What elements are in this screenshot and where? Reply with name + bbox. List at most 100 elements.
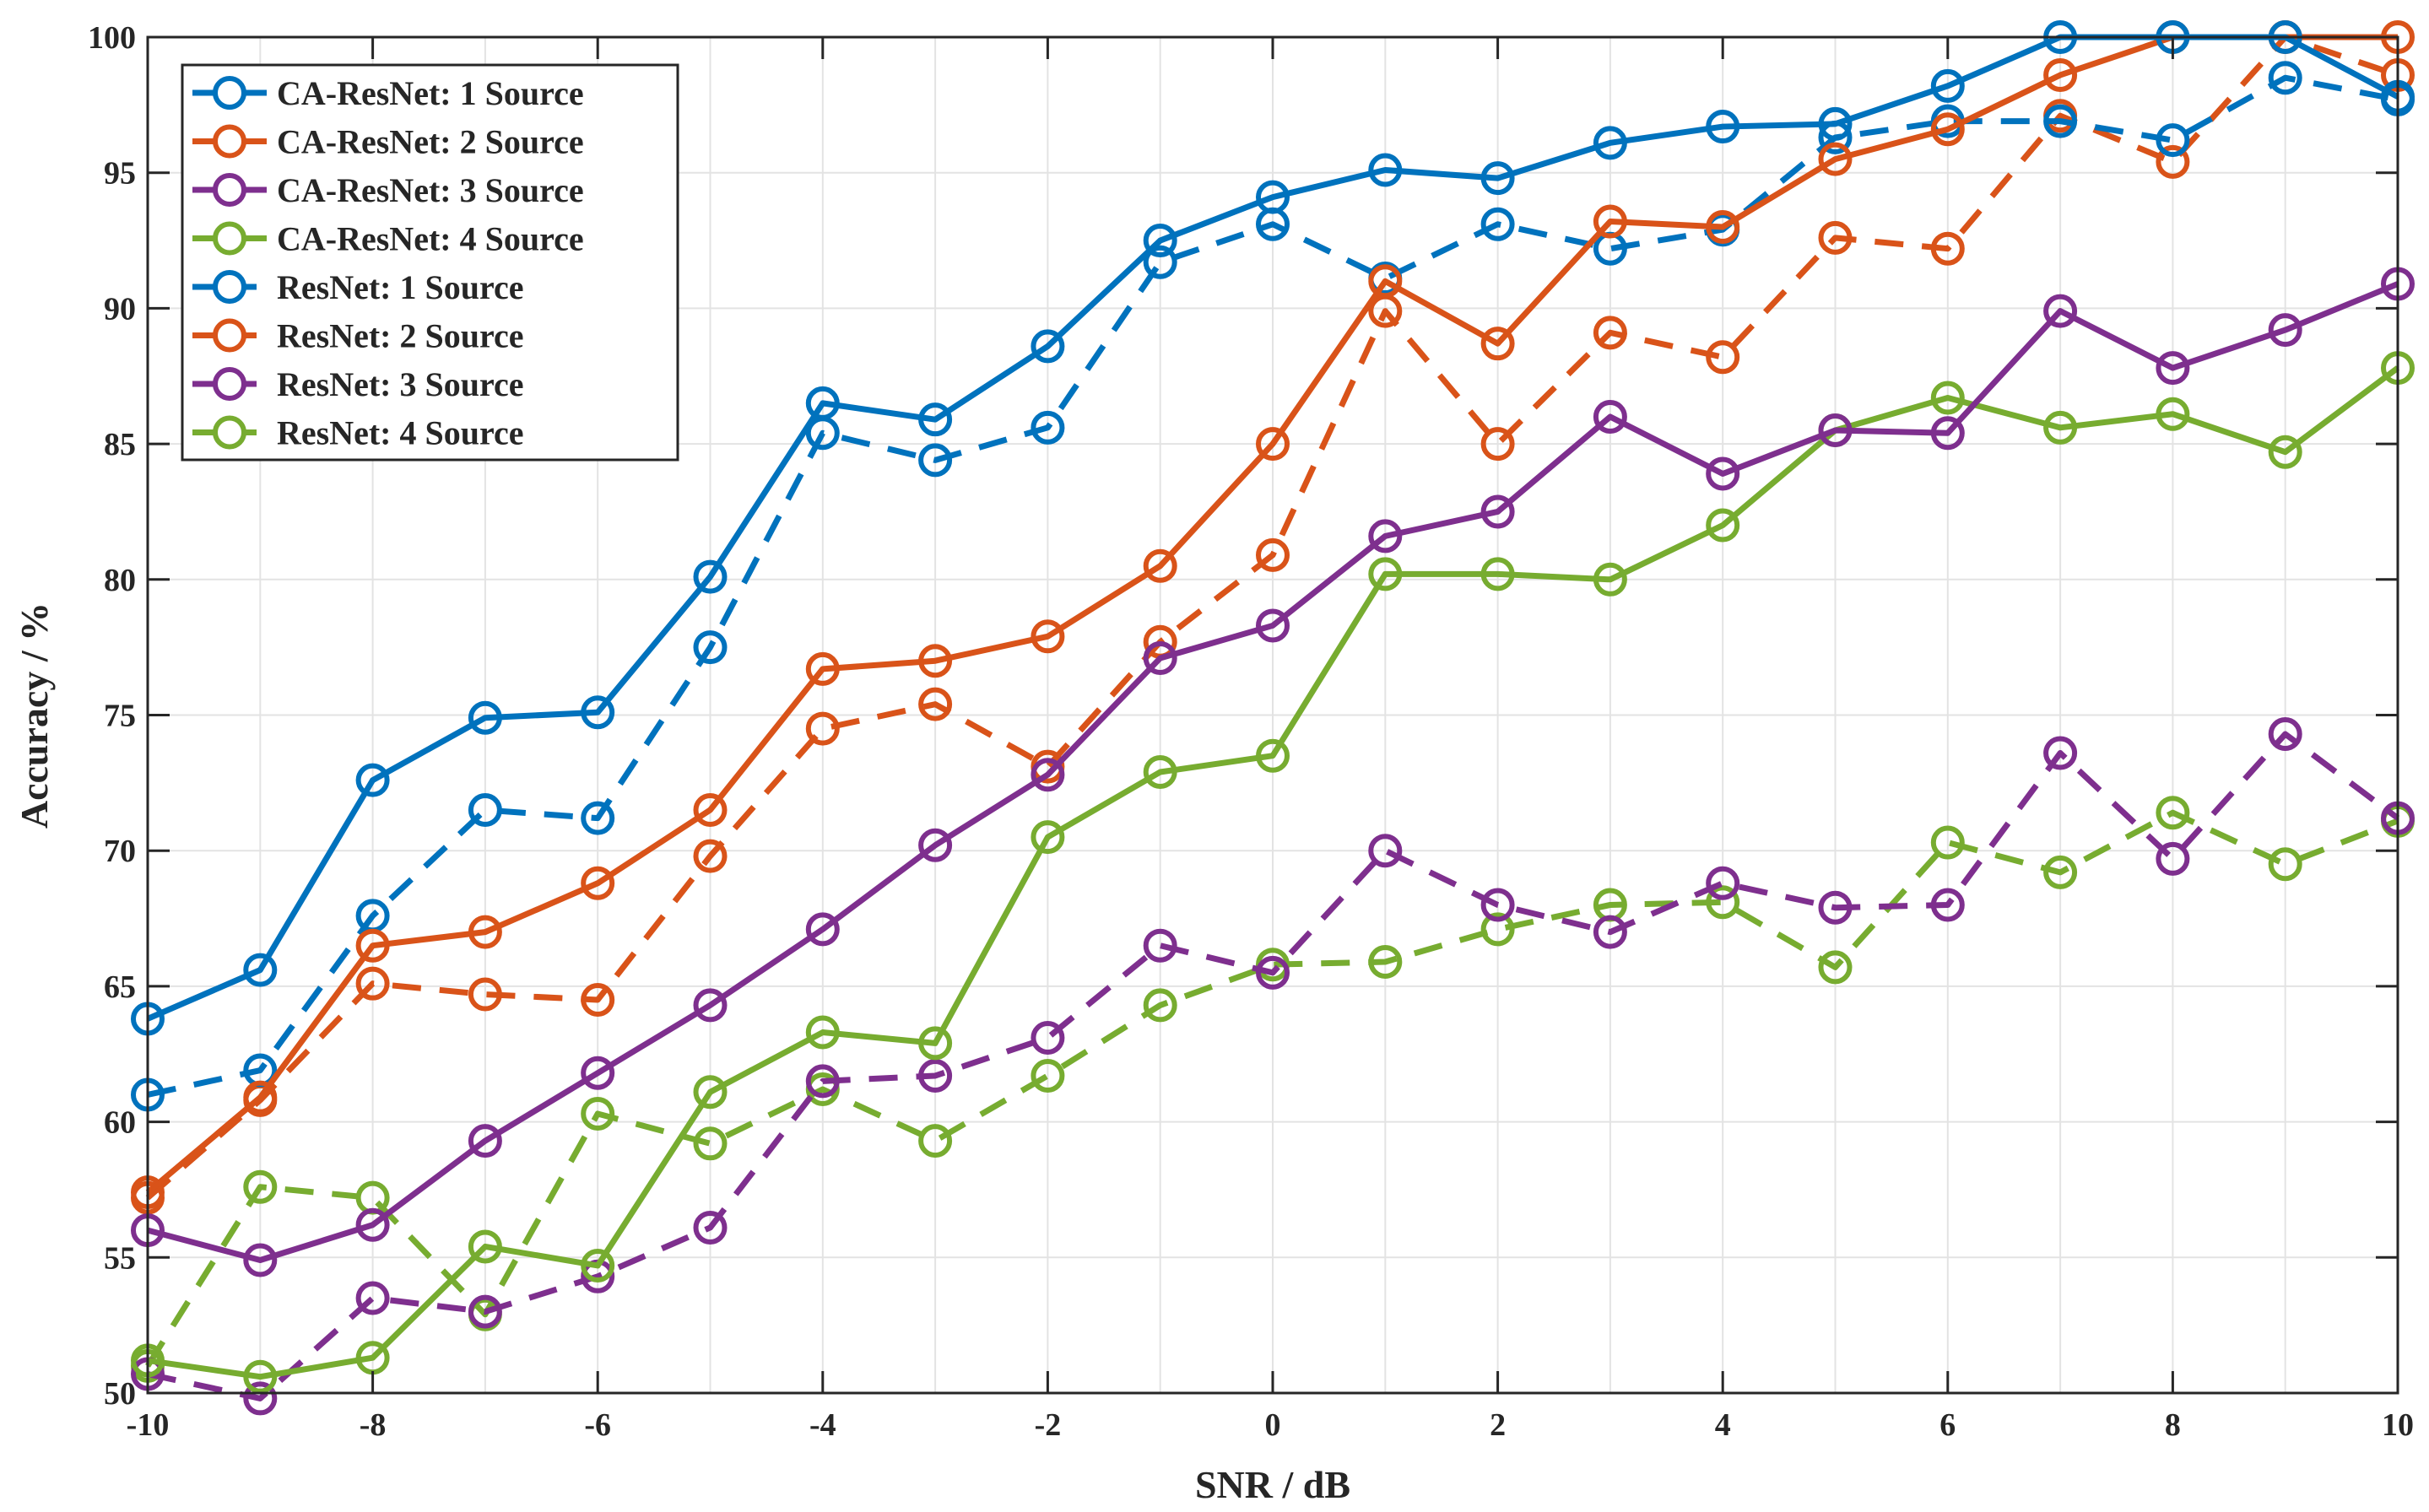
data-point [1818, 413, 1853, 448]
data-point [2156, 796, 2190, 830]
series-line [147, 281, 2399, 1264]
data-point [1031, 1020, 1065, 1055]
series-ca-resnet-1-source [131, 20, 2415, 1036]
data-point [1143, 754, 1177, 789]
data-point [468, 792, 502, 827]
legend-label: ResNet: 2 Source [277, 317, 524, 355]
data-point [243, 953, 278, 987]
x-axis-label: SNR / dB [1195, 1463, 1350, 1506]
data-point [243, 1359, 278, 1394]
data-point [468, 1229, 502, 1264]
data-point [355, 1207, 390, 1242]
data-point [1031, 758, 1065, 792]
y-tick-label: 55 [104, 1240, 136, 1276]
data-point [1143, 548, 1177, 583]
data-point [1818, 220, 1853, 255]
y-tick-label: 85 [104, 427, 136, 462]
data-point [918, 644, 953, 678]
x-tick-label: 8 [2165, 1407, 2181, 1443]
data-point [918, 1058, 953, 1093]
data-point [918, 402, 953, 437]
data-point [1930, 112, 1965, 147]
data-point [2043, 57, 2078, 92]
data-point [918, 1124, 953, 1158]
x-tick-label: 4 [1715, 1407, 1731, 1443]
data-point [1480, 427, 1515, 462]
data-point [581, 695, 615, 730]
data-point [1143, 224, 1177, 258]
y-tick-label: 80 [104, 563, 136, 598]
data-point [805, 711, 840, 746]
data-point [2043, 736, 2078, 770]
data-point [243, 1243, 278, 1277]
data-point [1593, 399, 1627, 434]
series-line [145, 34, 2398, 1195]
data-point [1031, 820, 1065, 855]
data-point [2043, 855, 2078, 889]
legend-item: CA-ResNet: 3 Source [192, 171, 584, 209]
data-point [581, 1096, 615, 1131]
data-point [1368, 834, 1403, 868]
data-point [1368, 944, 1403, 979]
data-point [1706, 508, 1740, 543]
x-tick-label: 0 [1265, 1407, 1281, 1443]
data-point [468, 915, 502, 949]
data-point [355, 763, 390, 797]
data-point [1706, 456, 1740, 491]
legend-label: CA-ResNet: 1 Source [277, 74, 584, 112]
data-point [1818, 890, 1853, 925]
data-point [805, 1015, 840, 1050]
data-point [1593, 915, 1627, 949]
data-point [1818, 950, 1853, 985]
y-tick-label: 90 [104, 291, 136, 327]
data-point [2043, 410, 2078, 445]
data-point [581, 1248, 615, 1282]
data-point [1480, 327, 1515, 361]
data-point [1480, 912, 1515, 947]
legend-marker [213, 221, 246, 256]
legend-item: ResNet: 4 Source [192, 414, 524, 452]
data-point [355, 966, 390, 1001]
data-point [1593, 316, 1627, 350]
y-tick-label: 75 [104, 699, 136, 734]
data-point [1930, 68, 1965, 103]
data-point [1256, 180, 1290, 214]
data-point [1256, 738, 1290, 773]
data-point [1368, 153, 1403, 187]
legend-marker [213, 173, 246, 207]
data-point [1368, 264, 1403, 299]
data-point [1143, 988, 1177, 1023]
data-point [2043, 294, 2078, 328]
data-point [581, 866, 615, 900]
data-point [1031, 329, 1065, 364]
legend-label: ResNet: 1 Source [277, 268, 524, 306]
legend-label: CA-ResNet: 2 Source [277, 123, 584, 161]
data-point [2156, 397, 2190, 431]
data-point [1368, 519, 1403, 554]
data-point [1930, 231, 1965, 266]
data-point [918, 828, 953, 862]
data-point [1930, 381, 1965, 415]
legend-item: CA-ResNet: 4 Source [192, 220, 584, 258]
data-point [355, 928, 390, 963]
legend-label: ResNet: 3 Source [277, 365, 524, 403]
data-point [693, 792, 728, 827]
y-tick-label: 100 [88, 20, 136, 56]
data-point [581, 1056, 615, 1090]
data-point [2268, 435, 2302, 469]
data-point [243, 1381, 278, 1416]
y-tick-label: 95 [104, 156, 136, 192]
data-point [2156, 841, 2190, 876]
x-tick-label: 10 [2382, 1407, 2414, 1443]
legend-item: ResNet: 2 Source [192, 317, 524, 355]
data-point [1706, 110, 1740, 144]
data-point [1706, 885, 1740, 920]
legend: CA-ResNet: 1 Source CA-ResNet: 2 Source CA… [181, 63, 679, 462]
legend-box [181, 63, 679, 462]
data-point [1480, 557, 1515, 591]
data-point [693, 1210, 728, 1245]
legend-item: ResNet: 1 Source [192, 268, 524, 306]
y-tick-label: 50 [104, 1376, 136, 1412]
data-point [1930, 825, 1965, 860]
data-point [581, 801, 615, 835]
